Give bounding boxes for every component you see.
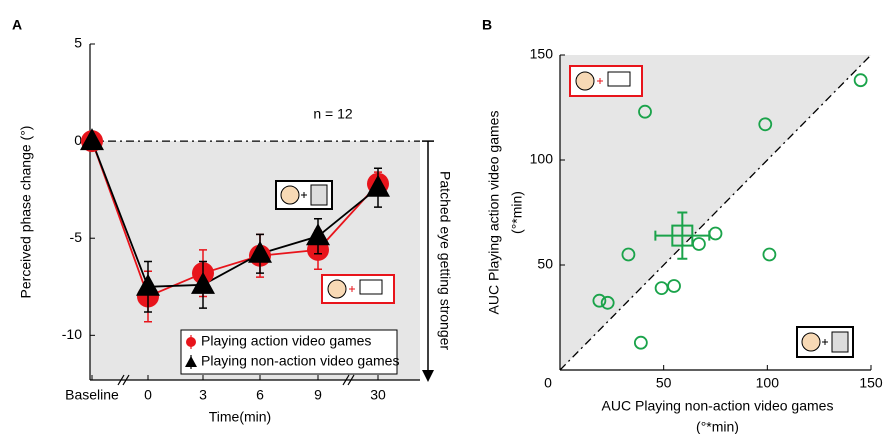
panel-label: B (482, 17, 492, 33)
x-tick-label: 100 (756, 375, 780, 391)
icon-non-action-b (797, 327, 853, 357)
y-tick-label: -10 (62, 326, 82, 342)
x-axis-title: Time(min) (209, 409, 271, 425)
point (693, 238, 705, 250)
icon-action-b (570, 66, 642, 96)
x-axis-title: AUC Playing non-action video games (602, 398, 834, 414)
y-axis-title: Perceived phase change (°) (18, 126, 34, 299)
x-tick-label: 30 (370, 387, 386, 403)
arrow-label: Patched eye getting stronger (437, 171, 453, 350)
x-tick-label: 3 (199, 387, 207, 403)
y-tick-label: -5 (70, 229, 83, 245)
x-tick-label: 9 (314, 387, 322, 403)
icon-non-action-a (276, 181, 332, 209)
y-tick-label: 150 (530, 46, 554, 62)
legend-marker (186, 337, 196, 347)
y-axis-title: AUC Playing action video games (486, 111, 502, 315)
panel-label: A (12, 17, 22, 33)
y-tick-label: 50 (537, 256, 553, 272)
charts: A -10 -5 0 5 Baseline 0 3 6 9 30 Time(min) Perceived… (12, 17, 883, 434)
x-tick-label: 150 (859, 375, 883, 391)
x-tick-label: Baseline (65, 387, 119, 403)
annotation: n = 12 (313, 106, 353, 122)
x-tick-label: 0 (544, 375, 552, 391)
point (763, 249, 775, 261)
x-tick-label: 6 (256, 387, 264, 403)
point (710, 228, 722, 240)
x-axis-title: (°*min) (696, 419, 739, 434)
point (635, 337, 647, 349)
y-axis-title: (°*min) (509, 191, 525, 234)
icon-action-a (322, 275, 394, 303)
y-tick-label: 100 (530, 151, 554, 167)
y-tick-label: 0 (74, 132, 82, 148)
point (668, 280, 680, 292)
legend-label: Playing action video games (201, 333, 371, 349)
x-tick-label: 0 (144, 387, 152, 403)
point (656, 282, 668, 294)
figure: A -10 -5 0 5 Baseline 0 3 6 9 30 Time(min) Perceived… (0, 0, 886, 434)
y-tick-label: 5 (74, 35, 82, 51)
legend-label: Playing non-action video games (201, 353, 399, 369)
arrow-head (422, 370, 434, 382)
point (855, 74, 867, 86)
x-tick-label: 50 (656, 375, 672, 391)
